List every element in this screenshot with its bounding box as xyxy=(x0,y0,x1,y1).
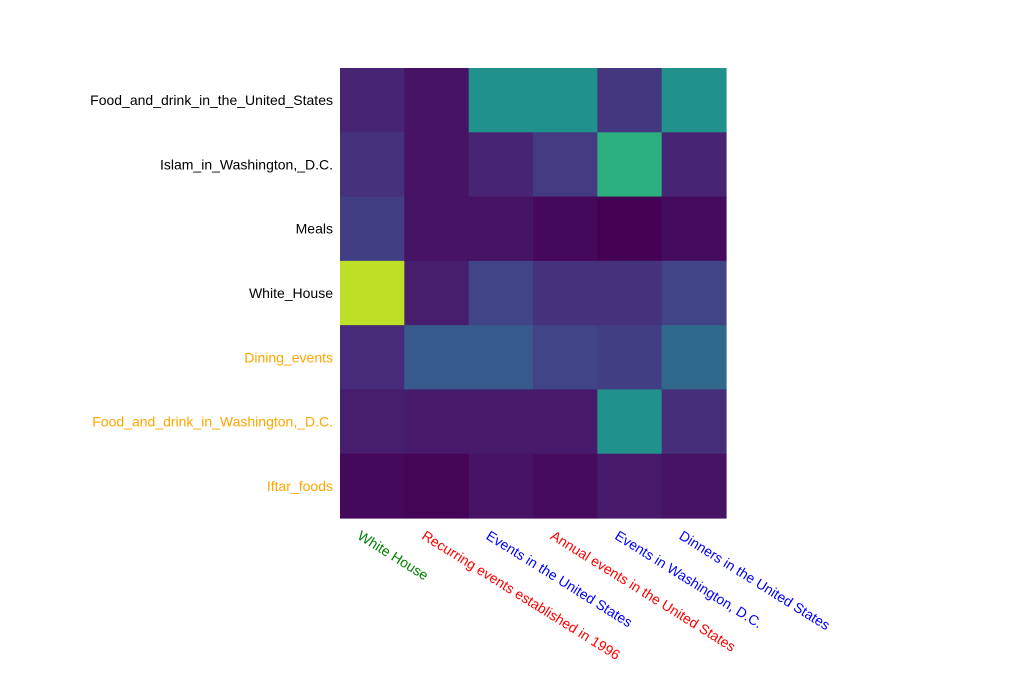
heatmap-cell xyxy=(404,260,470,326)
heatmap-cell xyxy=(468,68,534,133)
heatmap-cell xyxy=(597,68,663,133)
y-tick-label: Food_and_drink_in_the_United_States xyxy=(90,92,333,108)
heatmap-cell xyxy=(533,68,598,133)
y-tick-label: Food_and_drink_in_Washington,_D.C. xyxy=(92,414,333,430)
heatmap-cell xyxy=(661,389,727,455)
heatmap-cell xyxy=(597,260,663,326)
heatmap-cell xyxy=(597,389,663,455)
heatmap-cell xyxy=(533,196,598,262)
heatmap-cell xyxy=(340,453,405,519)
heatmap-cell xyxy=(468,453,534,519)
heatmap-cell xyxy=(468,389,534,455)
heatmap-cell xyxy=(468,132,534,198)
heatmap-cell xyxy=(661,325,727,391)
heatmap-cell xyxy=(661,260,727,326)
heatmap-cell xyxy=(404,196,470,262)
heatmap-cell xyxy=(468,325,534,391)
heatmap-cell xyxy=(340,325,405,391)
heatmap-cell xyxy=(404,132,470,198)
heatmap-cell xyxy=(533,389,598,455)
heatmap-cell xyxy=(661,68,727,133)
y-tick-label: White_House xyxy=(249,285,333,301)
y-tick-label: Dining_events xyxy=(244,349,333,365)
heatmap-cell xyxy=(340,132,405,198)
y-tick-labels: Food_and_drink_in_the_United_States Islam… xyxy=(90,92,333,494)
heatmap-cell xyxy=(661,453,727,519)
heatmap-cell xyxy=(661,196,727,262)
y-tick-label: Islam_in_Washington,_D.C. xyxy=(160,156,333,172)
y-tick-label: Iftar_foods xyxy=(267,478,333,494)
heatmap-cell xyxy=(533,260,598,326)
heatmap-cells xyxy=(340,68,727,519)
heatmap-cell xyxy=(533,325,598,391)
heatmap-cell xyxy=(404,453,470,519)
heatmap-cell xyxy=(340,196,405,262)
heatmap-cell xyxy=(404,325,470,391)
heatmap-cell xyxy=(597,453,663,519)
heatmap-cell xyxy=(340,68,405,133)
heatmap-cell xyxy=(468,196,534,262)
heatmap-cell xyxy=(468,260,534,326)
x-tick-label: White House xyxy=(355,527,432,583)
y-tick-label: Meals xyxy=(296,221,333,237)
heatmap-cell xyxy=(597,132,663,198)
heatmap-cell xyxy=(404,68,470,133)
heatmap-cell xyxy=(533,132,598,198)
heatmap-cell xyxy=(340,389,405,455)
heatmap-cell xyxy=(533,453,598,519)
heatmap-cell xyxy=(404,389,470,455)
heatmap-cell xyxy=(597,325,663,391)
heatmap-cell xyxy=(597,196,663,262)
heatmap-cell xyxy=(340,260,405,326)
heatmap-cell xyxy=(661,132,727,198)
